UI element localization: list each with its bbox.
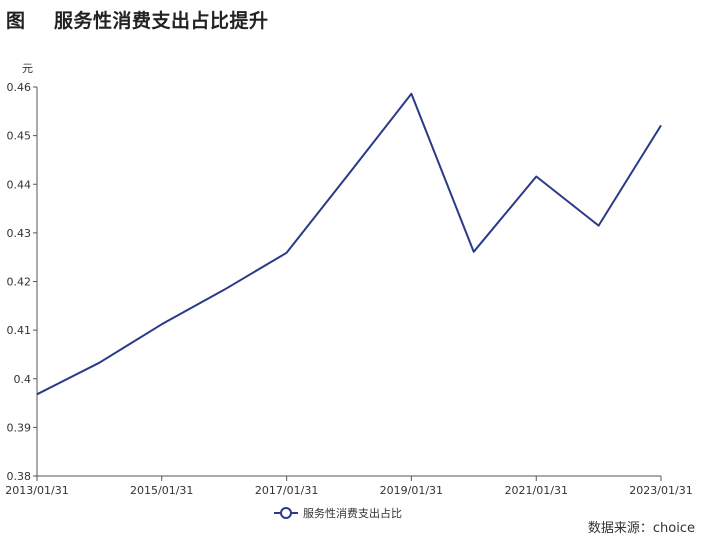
y-tick-label: 0.45 <box>7 130 32 143</box>
y-tick-label: 0.4 <box>14 373 32 386</box>
legend-label: 服务性消费支出占比 <box>303 506 402 520</box>
x-tick-label: 2013/01/31 <box>5 484 68 497</box>
x-tick-label: 2015/01/31 <box>130 484 193 497</box>
y-tick-label: 0.43 <box>7 227 32 240</box>
x-axis: 2013/01/31 2015/01/31 2017/01/31 2019/01/31… <box>5 475 693 497</box>
series-lines <box>36 92 662 396</box>
legend: 服务性消费支出占比 <box>274 506 402 520</box>
y-tick-label: 0.38 <box>7 470 32 483</box>
x-tick-label: 2019/01/31 <box>380 484 443 497</box>
y-tick-label: 0.46 <box>7 81 32 94</box>
x-tick-label: 2017/01/31 <box>255 484 318 497</box>
y-tick-label: 0.41 <box>7 324 32 337</box>
y-axis-unit: 元 <box>22 62 33 75</box>
data-source: 数据来源：choice <box>587 521 695 536</box>
x-tick-label: 2021/01/31 <box>505 484 568 497</box>
y-tick-label: 0.44 <box>7 178 32 191</box>
y-axis: 0.38 0.39 0.4 0.41 0.42 0.43 0.44 0.45 0.46 元 <box>7 62 38 483</box>
legend-marker <box>280 507 292 519</box>
y-tick-label: 0.39 <box>7 421 32 434</box>
series-line <box>36 92 662 396</box>
y-tick-label: 0.42 <box>7 276 32 289</box>
figure-title: 图 服务性消费支出占比提升 <box>6 10 269 32</box>
x-tick-label: 2023/01/31 <box>629 484 692 497</box>
